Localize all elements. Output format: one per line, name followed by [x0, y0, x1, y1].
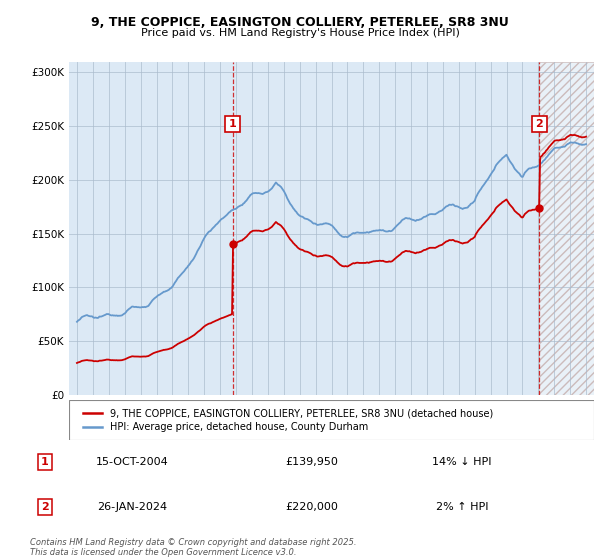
Text: 2: 2	[41, 502, 49, 512]
Bar	[539, 62, 596, 395]
Text: 1: 1	[41, 457, 49, 467]
Text: £220,000: £220,000	[286, 502, 338, 512]
Legend: 9, THE COPPICE, EASINGTON COLLIERY, PETERLEE, SR8 3NU (detached house), HPI: Ave: 9, THE COPPICE, EASINGTON COLLIERY, PETE…	[79, 404, 497, 436]
Text: 15-OCT-2004: 15-OCT-2004	[95, 457, 169, 467]
Text: 26-JAN-2024: 26-JAN-2024	[97, 502, 167, 512]
Text: Contains HM Land Registry data © Crown copyright and database right 2025.
This d: Contains HM Land Registry data © Crown c…	[30, 538, 356, 557]
Text: 14% ↓ HPI: 14% ↓ HPI	[432, 457, 492, 467]
Text: £139,950: £139,950	[286, 457, 338, 467]
Bar	[539, 62, 596, 395]
Text: 9, THE COPPICE, EASINGTON COLLIERY, PETERLEE, SR8 3NU: 9, THE COPPICE, EASINGTON COLLIERY, PETE…	[91, 16, 509, 29]
FancyBboxPatch shape	[69, 400, 594, 440]
Text: 2: 2	[536, 119, 544, 129]
Text: 1: 1	[229, 119, 236, 129]
Text: 2% ↑ HPI: 2% ↑ HPI	[436, 502, 488, 512]
Text: Price paid vs. HM Land Registry's House Price Index (HPI): Price paid vs. HM Land Registry's House …	[140, 28, 460, 38]
